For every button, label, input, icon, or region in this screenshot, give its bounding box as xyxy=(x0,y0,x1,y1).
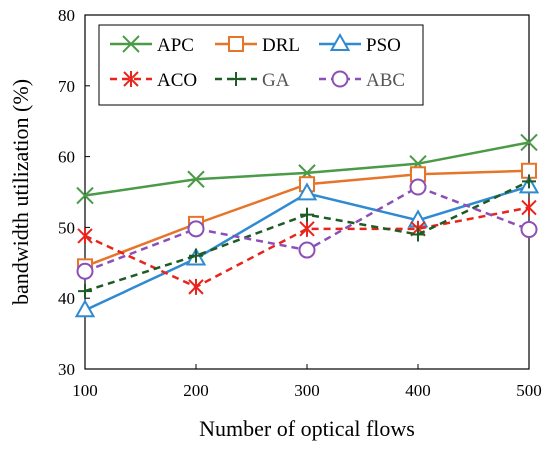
data-point-ga xyxy=(189,248,203,263)
x-axis-title: Number of optical flows xyxy=(199,416,415,441)
x-tick-label: 200 xyxy=(183,381,209,400)
legend-label-pso: PSO xyxy=(366,35,401,56)
legend-item-drl: DRL xyxy=(215,35,300,56)
series-layer xyxy=(74,133,540,318)
data-point-apc xyxy=(187,170,205,188)
series-ga xyxy=(78,174,536,299)
x-tick-label: 300 xyxy=(294,381,320,400)
data-point-apc xyxy=(76,186,94,205)
legend-marker-apc xyxy=(122,35,140,53)
data-point-aco xyxy=(188,278,204,295)
y-tick-label: 80 xyxy=(58,6,75,25)
series-line-aco xyxy=(84,206,530,289)
legend-box xyxy=(98,24,424,106)
legend-marker-drl xyxy=(228,36,244,52)
legend-label-abc: ABC xyxy=(366,70,405,91)
y-tick-label: 60 xyxy=(58,148,75,167)
x-tick-label: 100 xyxy=(72,381,98,400)
y-axis-title: bandwidth utilization (%) xyxy=(8,79,33,305)
legend-label-aco: ACO xyxy=(157,70,197,91)
legend-label-drl: DRL xyxy=(262,35,300,56)
legend-item-apc: APC xyxy=(110,35,194,56)
y-tick-label: 50 xyxy=(58,218,75,237)
data-point-pso xyxy=(74,299,96,318)
legend-label-ga: GA xyxy=(262,70,290,91)
x-tick-label: 500 xyxy=(516,381,542,400)
x-axis: 100 200 300 400 500 xyxy=(72,364,542,400)
legend-marker-aco xyxy=(123,71,139,87)
data-point-ga xyxy=(78,284,92,299)
data-point-abc xyxy=(298,241,316,259)
legend: APC DRL PSO ACO GA ABC xyxy=(98,24,424,106)
data-point-aco xyxy=(77,227,93,244)
data-point-abc xyxy=(520,221,538,239)
legend-item-ga: GA xyxy=(215,70,290,91)
legend-item-abc: ABC xyxy=(319,70,405,91)
legend-item-pso: PSO xyxy=(319,32,401,56)
data-point-aco xyxy=(299,220,315,237)
y-tick-label: 70 xyxy=(58,77,75,96)
data-point-aco xyxy=(521,199,537,216)
data-point-ga xyxy=(300,207,314,222)
data-point-abc xyxy=(76,262,94,280)
data-point-ga xyxy=(522,174,536,189)
data-point-abc xyxy=(187,220,205,238)
series-abc xyxy=(76,178,538,280)
data-point-ga xyxy=(411,227,425,242)
legend-marker-pso xyxy=(329,32,351,51)
y-tick-label: 40 xyxy=(58,289,75,308)
data-point-abc xyxy=(409,178,427,196)
legend-item-aco: ACO xyxy=(110,70,197,91)
legend-marker-ga xyxy=(229,72,243,86)
y-tick-label: 30 xyxy=(58,360,75,379)
x-tick-label: 400 xyxy=(405,381,431,400)
series-pso xyxy=(74,175,540,318)
data-point-apc xyxy=(520,133,538,152)
legend-marker-abc xyxy=(331,70,349,88)
data-point-pso xyxy=(296,182,318,201)
legend-label-apc: APC xyxy=(157,35,194,56)
y-axis: 30 40 50 60 70 80 xyxy=(58,6,90,379)
